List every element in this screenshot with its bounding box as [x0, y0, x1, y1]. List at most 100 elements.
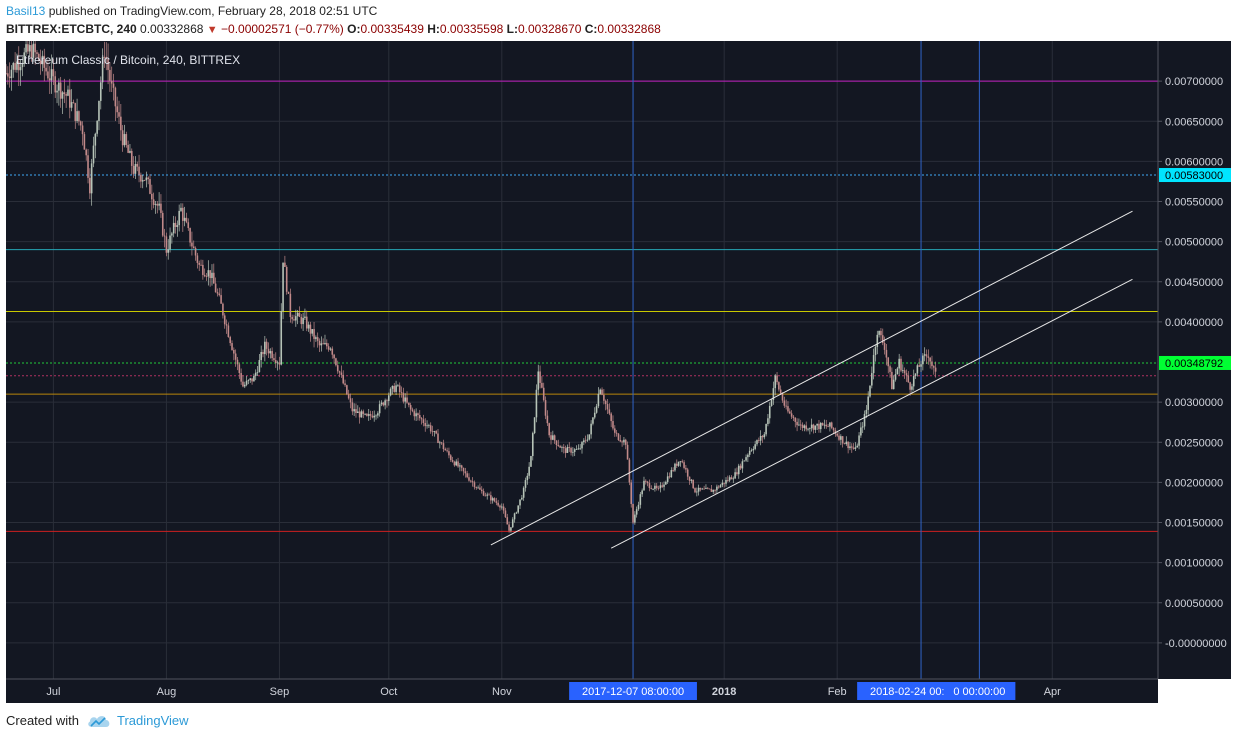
candle-up: [579, 448, 581, 450]
candle-down: [214, 283, 217, 293]
candle-down: [293, 319, 295, 321]
candle-down: [838, 435, 840, 440]
candle-up: [807, 428, 809, 430]
candle-down: [648, 483, 651, 489]
candle-down: [165, 236, 168, 253]
candle-up: [701, 488, 704, 490]
candle-down: [909, 382, 911, 390]
candle-up: [920, 364, 922, 367]
candle-down: [30, 45, 33, 58]
candle-down: [114, 87, 117, 107]
candle-down: [703, 488, 705, 490]
candle-down: [830, 422, 833, 428]
candle-down: [562, 447, 565, 449]
candle-up: [282, 262, 284, 312]
candle-down: [681, 461, 684, 463]
candle-down: [289, 293, 292, 318]
candle-down: [630, 482, 633, 504]
tradingview-cloud-icon: [88, 715, 110, 727]
candle-up: [748, 450, 751, 455]
candle-down: [850, 446, 853, 448]
candle-down: [539, 371, 541, 383]
candle-down: [194, 248, 197, 256]
candle-up: [716, 486, 718, 491]
candle-down: [614, 428, 616, 433]
candle-up: [67, 89, 69, 96]
candle-down: [739, 465, 742, 469]
candle-down: [644, 480, 647, 482]
candle-up: [566, 447, 569, 453]
author-link[interactable]: Basil13: [6, 4, 46, 18]
candle-down: [48, 78, 51, 81]
candle-down: [717, 486, 720, 488]
candle-up: [123, 134, 126, 146]
price-chart[interactable]: Ethereum Classic / Bitcoin, 240, BITTREX…: [5, 29, 1231, 703]
candle-up: [154, 203, 157, 205]
candle-down: [847, 441, 849, 449]
candle-down: [779, 389, 782, 394]
candle-up: [772, 388, 775, 400]
candle-up: [307, 324, 310, 329]
candle-down: [836, 433, 838, 436]
candle-down: [45, 67, 47, 72]
candle-down: [251, 378, 253, 382]
candle-down: [446, 450, 448, 452]
candle-up: [752, 448, 755, 451]
candle-down: [240, 373, 242, 382]
candle-down: [418, 415, 421, 419]
candle-up: [176, 225, 179, 227]
price-change: −0.00002571 (−0.77%): [221, 22, 344, 36]
candle-up: [70, 102, 73, 108]
candle-up: [389, 388, 392, 396]
candle-up: [867, 396, 869, 410]
candle-down: [52, 69, 55, 77]
candle-down: [322, 343, 324, 345]
price-badge-label: 0.00348792: [1165, 358, 1223, 370]
candle-down: [790, 413, 793, 417]
y-tick-label: 0.00600000: [1165, 156, 1223, 168]
candle-up: [96, 120, 98, 134]
candle-up: [858, 435, 860, 446]
candle-down: [449, 455, 452, 461]
candle-down: [570, 447, 572, 453]
candle-down: [393, 385, 396, 392]
candle-down: [335, 358, 337, 366]
publish-info: Basil13 published on TradingView.com, Fe…: [6, 4, 377, 18]
candle-down: [490, 495, 492, 501]
candle-down: [234, 353, 237, 360]
candle-up: [679, 461, 682, 463]
publish-text: published on TradingView.com, February 2…: [45, 4, 378, 18]
candle-down: [706, 487, 709, 489]
candle-down: [136, 164, 139, 167]
candle-down: [502, 506, 505, 511]
candle-up: [590, 423, 592, 435]
candle-down: [431, 431, 434, 433]
chart-area[interactable]: Ethereum Classic / Bitcoin, 240, BITTREX…: [5, 29, 1231, 703]
tradingview-link[interactable]: TradingView: [116, 713, 189, 728]
candle-down: [59, 82, 62, 99]
candle-down: [451, 460, 454, 462]
date-badge-label: 2017-12-07 08:00:00: [582, 686, 684, 698]
low-value: 0.00328670: [517, 22, 582, 36]
candle-down: [435, 431, 437, 434]
candle-up: [10, 69, 13, 79]
candle-down: [411, 409, 414, 412]
candle-down: [723, 482, 725, 484]
candle-down: [222, 303, 224, 316]
candle-down: [149, 179, 151, 194]
candle-up: [522, 487, 525, 498]
candle-up: [486, 494, 489, 496]
candle-up: [530, 456, 532, 467]
candle-up: [573, 449, 576, 452]
candle-up: [872, 355, 875, 374]
candle-down: [347, 394, 350, 399]
candle-up: [375, 415, 377, 417]
candle-up: [23, 52, 26, 64]
candle-down: [891, 371, 893, 390]
high-label: H:: [427, 22, 440, 36]
candle-down: [344, 383, 346, 386]
candle-down: [78, 111, 80, 122]
candle-up: [315, 337, 317, 339]
candle-down: [672, 470, 674, 471]
candle-down: [313, 329, 315, 339]
